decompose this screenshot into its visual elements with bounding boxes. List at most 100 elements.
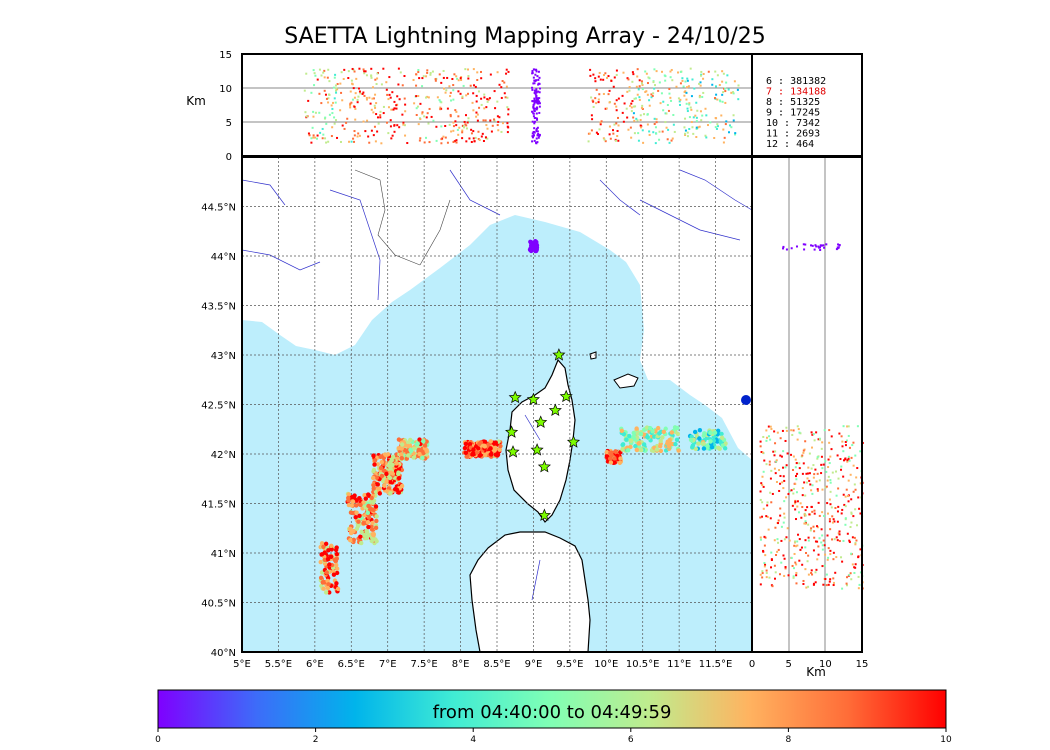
lightning-point [365,520,371,525]
height-point [371,97,374,100]
side-point [804,520,807,523]
height-point [531,120,534,123]
lightning-point [676,448,681,453]
height-point [724,123,727,126]
side-point [779,437,782,440]
height-point [605,107,608,110]
height-point [686,110,689,113]
lightning-point [388,490,393,496]
lightning-point [612,456,617,461]
height-point [486,127,489,130]
side-point [837,532,840,535]
height-point [374,78,377,81]
height-point [622,120,625,123]
star-icon [548,403,562,417]
side-point [811,573,814,576]
height-point [701,95,704,98]
side-point [764,563,767,566]
side-point [856,425,859,428]
height-point [496,71,499,74]
height-point [467,117,470,120]
side-point [762,470,765,473]
height-point [613,102,616,105]
side-point [813,509,816,512]
height-tick-label: 0 [226,152,232,163]
height-point [531,86,534,89]
side-point [859,571,862,574]
height-point [310,137,313,140]
side-point [794,502,797,505]
height-point [669,96,672,99]
height-point [718,84,721,87]
height-point [721,70,724,73]
height-point [640,80,643,83]
height-point [604,140,607,143]
side-point [782,554,785,557]
height-point [538,111,541,114]
height-point [626,116,629,119]
lightning-point [658,438,663,444]
height-point [404,134,407,137]
side-point [810,527,813,530]
height-point [398,98,401,101]
side-point [845,582,848,585]
side-point [848,541,851,544]
height-point [353,140,356,143]
height-point [667,128,670,131]
side-point [825,470,828,473]
side-point [847,455,850,458]
side-point [844,523,847,526]
height-point [637,139,640,142]
side-point [763,565,766,568]
height-point [467,77,470,80]
side-point [761,475,764,478]
height-point [732,119,735,122]
height-point [343,127,346,130]
lightning-point [369,495,374,501]
side-point [830,506,833,509]
height-point [643,113,646,116]
lightning-point [319,570,325,575]
height-point [706,124,709,127]
height-point [625,107,628,110]
height-point [538,105,541,108]
height-point [630,102,633,105]
height-point [644,70,647,73]
side-point [816,472,819,475]
height-point [503,81,506,84]
height-point [321,137,324,140]
lightning-point [365,510,371,516]
height-point [464,68,467,71]
side-point [804,568,807,571]
height-point [632,112,635,115]
height-point [469,84,472,87]
height-point [535,127,538,130]
height-point [489,73,492,76]
small-island [589,351,597,360]
height-point [364,130,367,133]
height-point [659,102,662,105]
height-point [455,124,458,127]
side-point [851,444,854,447]
lightning-point [364,535,370,541]
side-point [780,525,783,528]
height-point [631,80,634,83]
height-point [641,107,644,110]
height-point [716,123,719,126]
side-point [854,488,857,491]
height-point [633,119,636,122]
height-point [730,91,733,94]
side-point [843,503,846,506]
side-point [771,585,774,588]
side-point [842,475,845,478]
side-point [835,536,838,539]
side-point [856,467,859,470]
height-point [594,97,597,100]
height-point [701,114,704,117]
height-point [591,118,594,121]
lightning-point [530,243,535,248]
side-point [763,544,766,547]
side-point [828,580,831,583]
